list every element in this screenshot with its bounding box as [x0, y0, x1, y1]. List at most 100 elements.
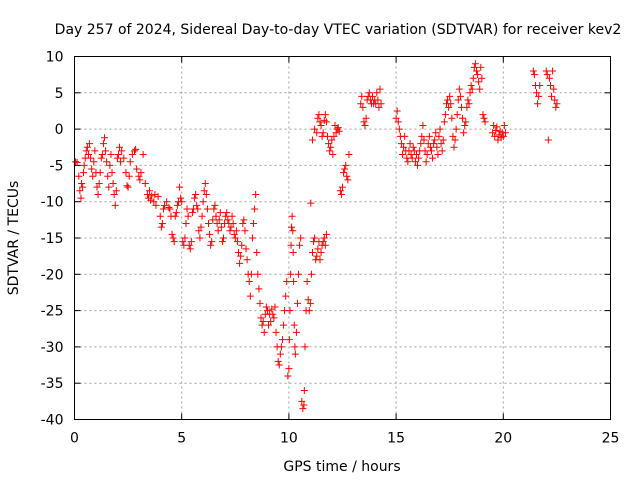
data-point [165, 204, 173, 212]
data-point [193, 201, 201, 209]
data-point [474, 71, 482, 79]
data-point [275, 361, 283, 369]
data-point [269, 310, 277, 318]
data-point [263, 307, 271, 315]
data-point [469, 74, 477, 82]
data-point [448, 114, 456, 122]
data-point [478, 74, 486, 82]
data-point [147, 196, 155, 204]
y-tick-labels: -40 -35 -30 -25 -20 -15 -10 -5 0 5 10 [41, 50, 64, 429]
y-tick-label: 5 [55, 86, 64, 102]
data-point [72, 158, 80, 166]
data-point [185, 241, 193, 249]
grid-lines [74, 56, 611, 420]
data-point [285, 365, 293, 373]
data-point [143, 190, 151, 198]
data-point [256, 299, 264, 307]
x-tick-label: 0 [70, 431, 79, 447]
data-point [233, 238, 241, 246]
data-point [186, 245, 194, 253]
data-point [120, 154, 128, 162]
data-point [287, 241, 295, 249]
y-tick-label: -15 [41, 231, 64, 247]
data-point [299, 405, 307, 413]
data-point [462, 118, 470, 126]
data-point [287, 223, 295, 231]
data-point [278, 336, 286, 344]
data-point [553, 100, 561, 108]
data-point [359, 103, 367, 111]
data-point [445, 103, 453, 111]
data-point [430, 140, 438, 148]
data-point [205, 219, 212, 227]
data-point [211, 201, 219, 209]
data-point [181, 234, 189, 242]
data-point [75, 172, 83, 180]
data-point [444, 96, 452, 104]
data-point [218, 238, 226, 246]
data-point [420, 136, 428, 144]
data-point [213, 219, 221, 227]
data-point [542, 67, 550, 75]
data-point [327, 143, 335, 151]
data-point [246, 292, 254, 300]
data-point [289, 249, 297, 257]
data-point [360, 118, 368, 126]
data-point [169, 234, 177, 242]
data-point [399, 151, 407, 159]
data-point [307, 199, 315, 207]
data-point [404, 158, 412, 166]
data-point [116, 143, 124, 151]
data-point [239, 219, 247, 227]
data-point [271, 303, 279, 311]
data-point [329, 151, 337, 159]
data-point [157, 223, 165, 231]
data-point [125, 172, 133, 180]
data-point [394, 118, 402, 126]
data-point [434, 151, 442, 159]
data-point [339, 183, 346, 191]
data-point [340, 169, 348, 177]
data-point [199, 198, 207, 206]
data-point [94, 190, 102, 198]
data-point [319, 129, 327, 137]
data-point [135, 172, 143, 180]
data-point [163, 198, 171, 206]
data-point [463, 103, 471, 111]
data-point [500, 121, 508, 129]
data-point [393, 107, 401, 115]
data-point [222, 212, 230, 220]
data-point [126, 158, 134, 166]
data-point [257, 314, 265, 322]
data-point [270, 314, 278, 322]
data-point [544, 136, 552, 144]
data-point [158, 219, 166, 227]
data-point [543, 71, 551, 79]
data-point [253, 249, 261, 257]
data-point [277, 343, 285, 351]
data-point [343, 172, 351, 180]
data-point [546, 82, 554, 90]
data-point [178, 198, 186, 206]
data-point [286, 307, 294, 315]
data-point [173, 201, 181, 209]
data-point [87, 154, 95, 162]
data-point [124, 183, 132, 191]
data-point [314, 114, 322, 122]
data-point [450, 143, 458, 151]
data-point [288, 212, 296, 220]
data-point [254, 270, 262, 278]
data-point [395, 125, 403, 133]
data-point [344, 176, 352, 184]
data-point [184, 212, 192, 220]
data-point [289, 227, 297, 235]
data-point [451, 136, 459, 144]
data-point [77, 194, 85, 202]
data-point [481, 118, 489, 126]
data-point [260, 328, 268, 336]
data-point [423, 151, 431, 159]
data-point [258, 321, 266, 329]
data-point [197, 223, 205, 231]
y-tick-label: -25 [41, 304, 64, 320]
data-point [357, 100, 365, 108]
